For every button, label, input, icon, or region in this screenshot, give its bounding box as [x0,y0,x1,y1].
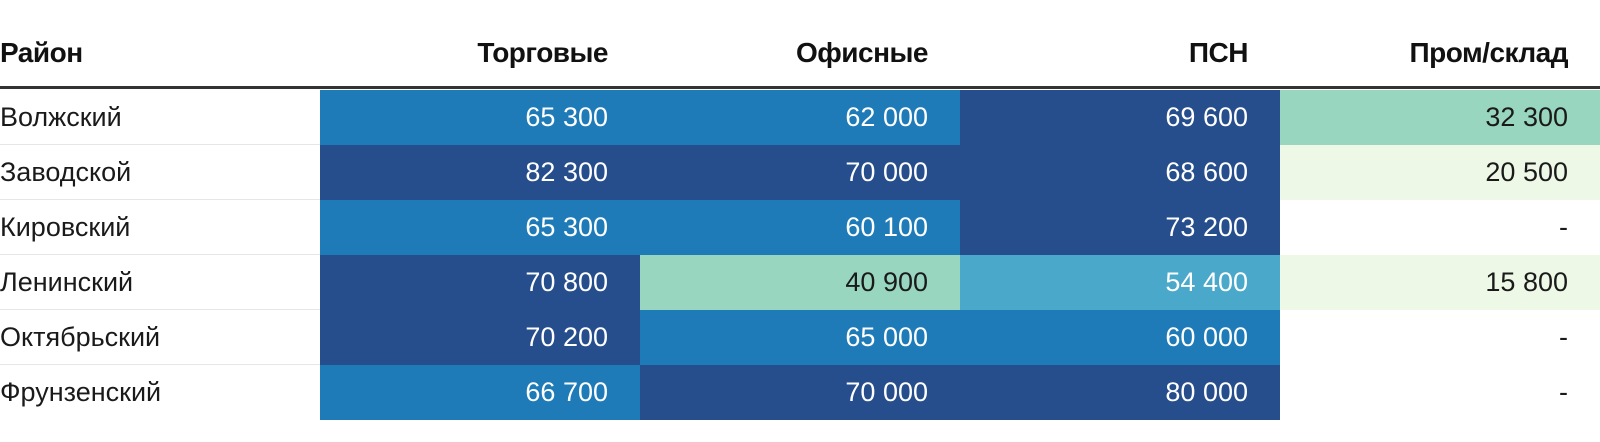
header-psn: ПСН [1188,37,1249,68]
row-separator [0,364,320,365]
heatmap-cell: 65 000 [640,310,960,365]
heatmap-cell: 70 000 [640,365,960,420]
row-separator [0,309,320,310]
heatmap-cell: 70 200 [320,310,640,365]
heatmap-cell: 65 300 [320,200,640,255]
header-retail: Торговые [477,37,608,68]
header-office: Офисные [796,37,928,68]
row-label: Заводской [0,157,132,187]
heatmap-cell: 70 000 [640,145,960,200]
heatmap-cell: 68 600 [960,145,1280,200]
row-label: Волжский [0,102,122,132]
heatmap-cell: 73 200 [960,200,1280,255]
heatmap-cell: 15 800 [1280,255,1600,310]
heatmap-cell: - [1280,365,1600,420]
row-label: Фрунзенский [0,377,162,407]
header-district: Район [0,37,83,68]
heatmap-cell: 60 000 [960,310,1280,365]
row-separator [0,199,320,200]
heatmap-cell: 62 000 [640,90,960,145]
row-separator [0,144,320,145]
row-label: Октябрьский [0,322,161,352]
heatmap-cell: - [1280,200,1600,255]
heatmap-cell: 69 600 [960,90,1280,145]
header-industrial: Пром/склад [1409,37,1568,68]
heatmap-cell: 70 800 [320,255,640,310]
heatmap-cell: 20 500 [1280,145,1600,200]
heatmap-cell: 54 400 [960,255,1280,310]
heatmap-cell: 66 700 [320,365,640,420]
header-divider [0,86,1600,89]
row-separator [0,254,320,255]
row-label: Кировский [0,212,131,242]
heatmap-cell: 32 300 [1280,90,1600,145]
heatmap-cell: 65 300 [320,90,640,145]
heatmap-cell: - [1280,310,1600,365]
heatmap-cell: 82 300 [320,145,640,200]
heatmap-cell: 60 100 [640,200,960,255]
heatmap-cell: 80 000 [960,365,1280,420]
row-label: Ленинский [0,267,134,297]
heatmap-cell: 40 900 [640,255,960,310]
